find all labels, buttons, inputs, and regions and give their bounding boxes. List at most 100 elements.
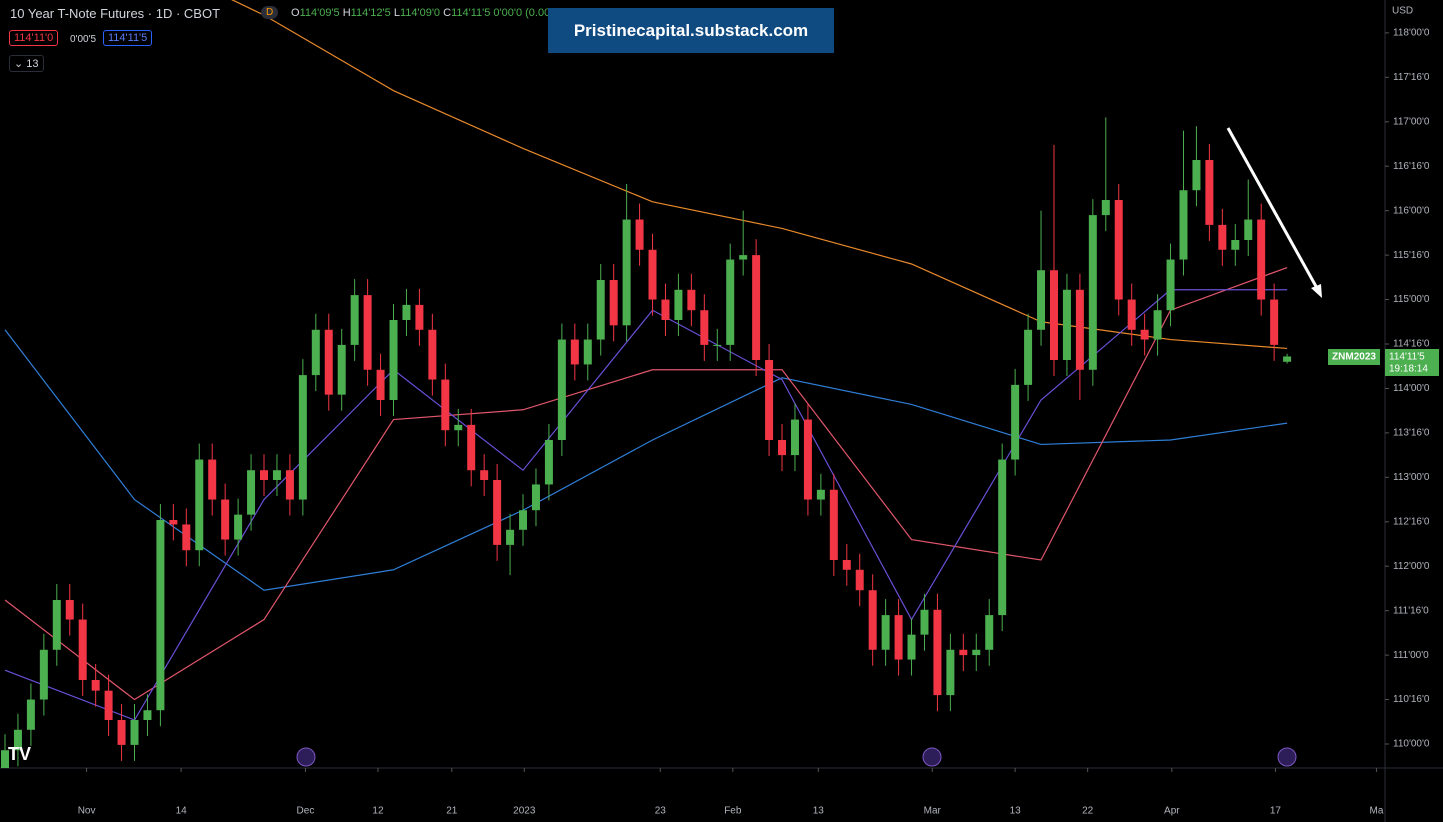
x-tick-label: Dec bbox=[297, 806, 315, 817]
symbol-tag bbox=[1328, 349, 1380, 365]
candle-body bbox=[635, 219, 644, 250]
y-tick-label: 114'00'0 bbox=[1393, 383, 1430, 394]
candle-body bbox=[506, 529, 515, 545]
y-tick-label: 113'00'0 bbox=[1393, 472, 1430, 483]
candle-body bbox=[104, 690, 113, 720]
candle-body bbox=[1140, 329, 1149, 340]
count: 13 bbox=[26, 58, 39, 70]
candle-body bbox=[78, 619, 87, 680]
candle-body bbox=[570, 339, 579, 365]
y-tick-label: 118'00'0 bbox=[1393, 28, 1430, 39]
watermark: Pristinecapital.substack.com bbox=[548, 8, 834, 53]
candle-body bbox=[907, 634, 916, 660]
y-tick-label: 113'16'0 bbox=[1393, 428, 1430, 439]
candle-body bbox=[1179, 190, 1188, 260]
candle-body bbox=[337, 344, 346, 395]
candle-body bbox=[1088, 215, 1097, 370]
y-tick-label: 111'00'0 bbox=[1393, 650, 1429, 661]
candle-body bbox=[1024, 329, 1033, 385]
candle-body bbox=[687, 289, 696, 311]
candle-body bbox=[467, 424, 476, 471]
candle-body bbox=[208, 459, 217, 500]
bid[interactable]: 114'11'0 bbox=[9, 30, 59, 46]
arrow-head bbox=[1311, 284, 1322, 298]
candle-body bbox=[726, 259, 735, 345]
candle-body bbox=[998, 459, 1007, 616]
indicator-toggle[interactable]: ⌄ 13 bbox=[9, 55, 44, 72]
candle-body bbox=[26, 699, 35, 730]
currency[interactable]: USD bbox=[1392, 6, 1413, 17]
candle-body bbox=[1270, 299, 1279, 345]
candle-body bbox=[1205, 160, 1214, 225]
candle-body bbox=[169, 520, 178, 525]
candle-body bbox=[829, 489, 838, 560]
candle-body bbox=[959, 649, 968, 656]
candle-body bbox=[428, 329, 437, 380]
label: H bbox=[342, 7, 351, 19]
candle-body bbox=[609, 280, 618, 326]
badge: D bbox=[261, 6, 279, 19]
candle-body bbox=[130, 720, 139, 745]
candle-body bbox=[0, 750, 9, 768]
candle-body bbox=[544, 440, 553, 485]
event-icon bbox=[1277, 747, 1297, 767]
y-tick-label: 116'16'0 bbox=[1393, 161, 1430, 172]
candle-body bbox=[855, 569, 864, 591]
y-tick-label: 115'16'0 bbox=[1393, 250, 1430, 261]
y-tick-label: 115'00'0 bbox=[1393, 294, 1430, 305]
y-tick-label: 116'00'0 bbox=[1393, 205, 1430, 216]
y-tick-label: 112'00'0 bbox=[1393, 561, 1430, 572]
candle-body bbox=[881, 615, 890, 650]
candle-body bbox=[182, 524, 191, 551]
candle-body bbox=[221, 499, 230, 540]
x-tick-label: 21 bbox=[446, 806, 458, 817]
candle-body bbox=[1166, 259, 1175, 311]
candle-body bbox=[739, 255, 748, 260]
y-tick-label: 114'16'0 bbox=[1393, 339, 1430, 350]
candle-body bbox=[985, 615, 994, 650]
x-tick-label: 23 bbox=[655, 806, 667, 817]
y-tick-label: 117'16'0 bbox=[1393, 72, 1430, 83]
x-tick-label: 13 bbox=[813, 806, 825, 817]
ask[interactable]: 114'11'5 bbox=[103, 30, 153, 46]
candle-body bbox=[13, 729, 22, 751]
candle-body bbox=[622, 219, 631, 326]
candle-body bbox=[1037, 270, 1046, 330]
candle-body bbox=[441, 379, 450, 431]
candle-body bbox=[790, 419, 799, 456]
x-tick-label: 2023 bbox=[513, 806, 536, 817]
value: 114'09'5 bbox=[299, 7, 340, 19]
candle-body bbox=[195, 459, 204, 551]
candle-body bbox=[1218, 224, 1227, 250]
candle-body bbox=[920, 609, 929, 635]
candle-body bbox=[1062, 289, 1071, 360]
value: 114'09'0 bbox=[399, 7, 441, 19]
candle-body bbox=[363, 295, 372, 370]
countdown: 19:18:14 bbox=[1389, 364, 1428, 375]
y-tick-label: 110'16'0 bbox=[1393, 694, 1430, 705]
label: O bbox=[291, 7, 300, 19]
y-tick-label: 110'00'0 bbox=[1393, 739, 1430, 750]
title: 10 Year T-Note Futures · 1D · CBOT bbox=[10, 6, 221, 21]
value: 114'11'5 bbox=[451, 7, 491, 19]
candle-body bbox=[674, 289, 683, 320]
moving-average bbox=[4, 266, 1288, 701]
candle-body bbox=[713, 344, 722, 346]
candle-body bbox=[1127, 299, 1136, 330]
candle-body bbox=[557, 339, 566, 440]
candle-body bbox=[52, 600, 61, 650]
x-tick-label: 12 bbox=[372, 806, 384, 817]
candle-body bbox=[946, 649, 955, 696]
event-icon bbox=[922, 747, 942, 767]
candle-body bbox=[285, 470, 294, 500]
candle-body bbox=[1011, 384, 1020, 460]
candle-body bbox=[700, 310, 709, 345]
candle-body bbox=[1101, 200, 1110, 216]
candle-body bbox=[816, 489, 825, 500]
x-tick-label: Mar bbox=[924, 806, 942, 817]
event-icon bbox=[296, 747, 316, 767]
logo: TV bbox=[8, 744, 31, 764]
candle-body bbox=[1244, 219, 1253, 240]
